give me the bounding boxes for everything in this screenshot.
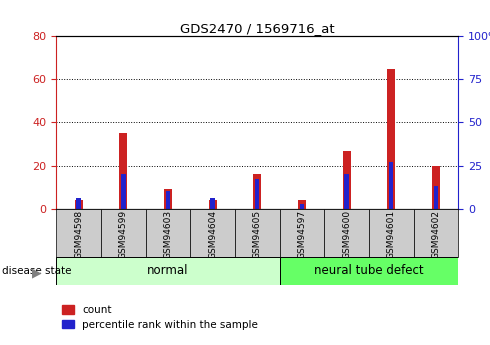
Text: GSM94601: GSM94601 [387,210,396,259]
Bar [56,257,280,285]
Bar [209,200,217,209]
Text: GSM94605: GSM94605 [253,210,262,259]
Bar [344,174,349,209]
Text: ▶: ▶ [32,266,42,279]
Bar [119,133,127,209]
FancyBboxPatch shape [324,209,369,257]
Legend: count, percentile rank within the sample: count, percentile rank within the sample [62,305,258,329]
Bar [164,189,172,209]
Bar [387,69,395,209]
Bar [434,186,438,209]
FancyBboxPatch shape [414,209,458,257]
FancyBboxPatch shape [56,209,101,257]
Bar [432,166,440,209]
Bar [280,257,458,285]
Bar [74,200,83,209]
Bar [389,162,393,209]
Text: disease state: disease state [2,266,72,276]
FancyBboxPatch shape [369,209,414,257]
Bar [300,204,304,209]
Bar [255,179,260,209]
Text: GSM94597: GSM94597 [297,210,306,259]
Text: neural tube defect: neural tube defect [314,264,424,277]
Bar [121,174,125,209]
FancyBboxPatch shape [235,209,280,257]
FancyBboxPatch shape [146,209,190,257]
Text: GSM94603: GSM94603 [164,210,172,259]
Text: GSM94602: GSM94602 [431,210,441,259]
Text: normal: normal [147,264,189,277]
Text: GSM94599: GSM94599 [119,210,128,259]
FancyBboxPatch shape [101,209,146,257]
FancyBboxPatch shape [190,209,235,257]
Text: GSM94600: GSM94600 [342,210,351,259]
Bar [210,198,215,209]
Bar [298,200,306,209]
Bar [253,174,261,209]
Title: GDS2470 / 1569716_at: GDS2470 / 1569716_at [180,22,335,35]
Text: GSM94604: GSM94604 [208,210,217,259]
Bar [343,150,350,209]
Text: GSM94598: GSM94598 [74,210,83,259]
Bar [166,191,170,209]
Bar [76,198,81,209]
FancyBboxPatch shape [280,209,324,257]
